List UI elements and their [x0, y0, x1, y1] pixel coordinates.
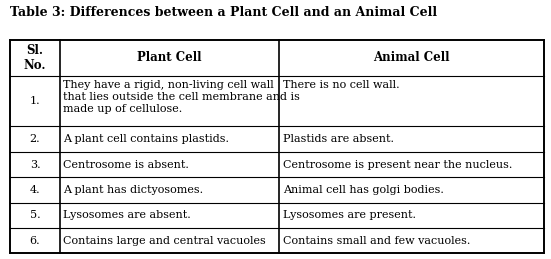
Text: 2.: 2. — [30, 134, 40, 144]
Text: They have a rigid, non-living cell wall
that lies outside the cell membrane and : They have a rigid, non-living cell wall … — [63, 80, 300, 114]
Text: 3.: 3. — [30, 160, 40, 170]
Text: A plant has dictyosomes.: A plant has dictyosomes. — [63, 185, 203, 195]
Text: Lysosomes are present.: Lysosomes are present. — [283, 210, 415, 220]
Text: 4.: 4. — [30, 185, 40, 195]
Text: There is no cell wall.: There is no cell wall. — [283, 80, 399, 90]
Text: A plant cell contains plastids.: A plant cell contains plastids. — [63, 134, 229, 144]
Text: 6.: 6. — [30, 236, 40, 246]
Text: Animal Cell: Animal Cell — [374, 52, 450, 64]
Text: 1.: 1. — [30, 96, 40, 106]
Text: Contains small and few vacuoles.: Contains small and few vacuoles. — [283, 236, 470, 246]
Text: Centrosome is absent.: Centrosome is absent. — [63, 160, 190, 170]
Text: Contains large and central vacuoles: Contains large and central vacuoles — [63, 236, 266, 246]
Text: Plastids are absent.: Plastids are absent. — [283, 134, 393, 144]
Text: Plant Cell: Plant Cell — [138, 52, 202, 64]
Text: Animal cell has golgi bodies.: Animal cell has golgi bodies. — [283, 185, 444, 195]
Text: Lysosomes are absent.: Lysosomes are absent. — [63, 210, 191, 220]
Bar — [10, 40, 544, 253]
Text: Table 3: Differences between a Plant Cell and an Animal Cell: Table 3: Differences between a Plant Cel… — [10, 6, 437, 19]
Text: Centrosome is present near the nucleus.: Centrosome is present near the nucleus. — [283, 160, 512, 170]
Text: Sl.
No.: Sl. No. — [24, 44, 46, 72]
Text: 5.: 5. — [30, 210, 40, 220]
